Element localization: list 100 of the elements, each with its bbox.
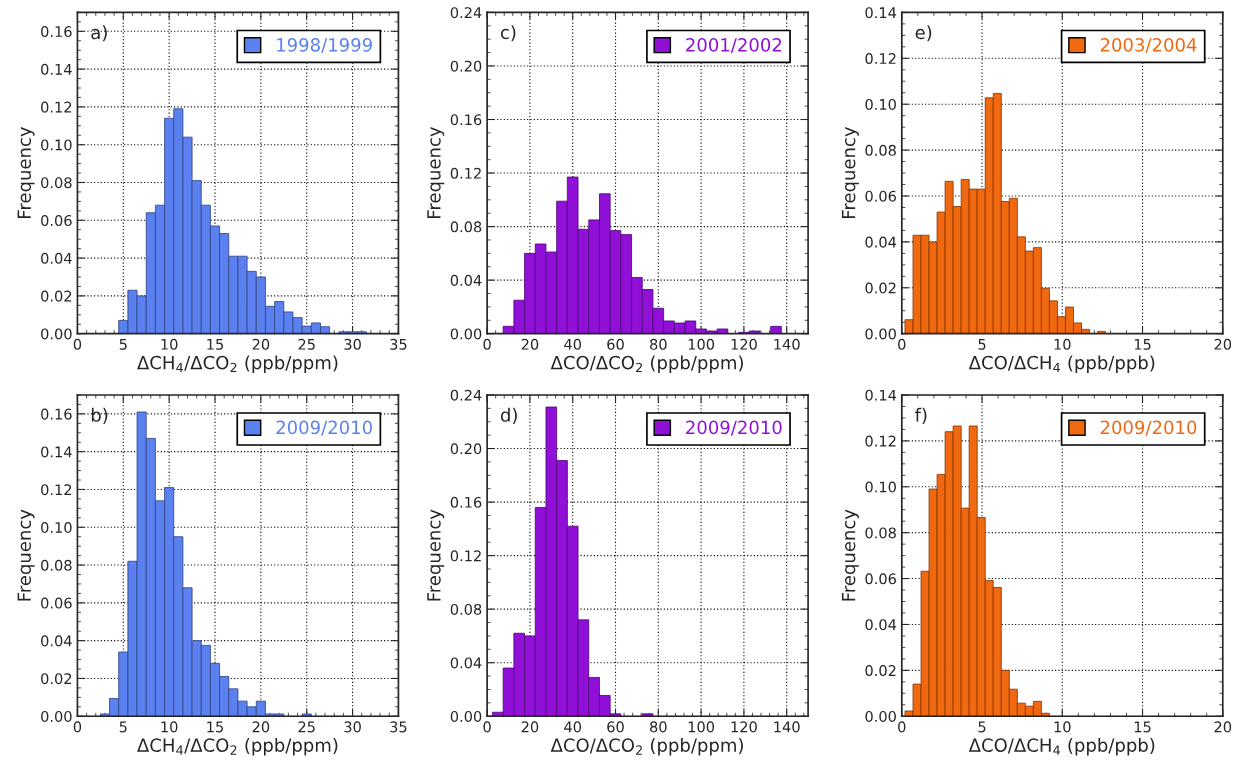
y-tick-label: 0.04 xyxy=(865,236,897,248)
y-tick-label: 0.06 xyxy=(865,573,896,585)
x-tick-label: 100 xyxy=(688,338,715,350)
x-tick-label: 5 xyxy=(978,338,986,350)
x-tick-label: 5 xyxy=(978,721,986,733)
x-tick-label: 20 xyxy=(521,721,539,733)
x-axis-title: ΔCO/ΔCH$_{4}$ (ppb/ppb) xyxy=(968,738,1155,756)
y-tick-label: 0.10 xyxy=(865,98,896,110)
x-tick-label: 0 xyxy=(898,721,906,733)
legend-label: 2009/2010 xyxy=(1100,420,1197,436)
y-tick-label: 0.00 xyxy=(450,710,482,722)
y-tick-label: 0.16 xyxy=(41,408,72,420)
y-tick-label: 0.08 xyxy=(41,559,72,571)
y-tick-label: 0.12 xyxy=(41,484,72,496)
y-tick-label: 0.02 xyxy=(865,665,896,677)
y-tick-label: 0.16 xyxy=(41,26,72,38)
x-tick-label: 5 xyxy=(119,721,127,733)
x-tick-label: 0 xyxy=(483,338,491,350)
y-tick-label: 0.12 xyxy=(865,435,896,447)
y-tick-label: 0.14 xyxy=(41,63,72,75)
y-tick-label: 0.10 xyxy=(41,139,72,151)
annotation: c) xyxy=(500,25,516,42)
x-tick-label: 40 xyxy=(564,338,582,350)
annotation: a) xyxy=(91,25,107,42)
x-axis-title: ΔCO/ΔCO$_{2}$ (ppb/ppm) xyxy=(550,738,743,756)
y-axis-title: Frequency xyxy=(17,126,35,218)
y-axis-title: Frequency xyxy=(17,509,35,601)
x-tick-label: 80 xyxy=(650,338,667,350)
y-tick-label: 0.02 xyxy=(865,282,896,294)
x-tick-label: 40 xyxy=(564,721,582,733)
legend-label: 2009/2010 xyxy=(686,420,782,436)
y-tick-label: 0.16 xyxy=(450,114,482,126)
x-tick-label: 140 xyxy=(774,338,800,350)
y-tick-label: 0.14 xyxy=(865,389,897,401)
y-tick-label: 0.02 xyxy=(41,673,72,685)
x-tick-label: 10 xyxy=(1054,338,1071,350)
x-tick-label: 25 xyxy=(298,721,315,733)
y-tick-label: 0.04 xyxy=(865,619,897,631)
y-tick-label: 0.20 xyxy=(450,443,482,455)
x-tick-label: 140 xyxy=(774,721,800,733)
y-tick-label: 0.04 xyxy=(450,274,482,286)
x-tick-label: 15 xyxy=(207,721,224,733)
y-tick-label: 0.08 xyxy=(865,144,896,156)
y-tick-label: 0.00 xyxy=(865,710,896,722)
y-axis-title: Frequency xyxy=(841,126,859,218)
y-tick-label: 0.06 xyxy=(41,215,72,227)
y-tick-label: 0.04 xyxy=(41,252,72,264)
y-tick-label: 0.10 xyxy=(865,481,896,493)
y-tick-label: 0.14 xyxy=(41,446,72,458)
x-tick-label: 15 xyxy=(1134,338,1151,350)
legend-label: 2003/2004 xyxy=(1100,38,1197,54)
x-tick-label: 10 xyxy=(1054,721,1071,733)
y-tick-label: 0.12 xyxy=(41,101,72,113)
x-tick-label: 0 xyxy=(73,338,82,350)
x-axis-title: ΔCH$_{4}$/ΔCO$_{2}$ (ppb/ppm) xyxy=(137,738,338,756)
x-tick-label: 20 xyxy=(521,338,539,350)
x-tick-label: 30 xyxy=(344,721,361,733)
y-tick-label: 0.04 xyxy=(450,657,482,669)
y-tick-label: 0.20 xyxy=(450,60,482,72)
annotation: f) xyxy=(915,407,927,424)
y-tick-label: 0.12 xyxy=(450,550,481,562)
x-tick-label: 100 xyxy=(688,721,715,733)
legend-label: 1998/1999 xyxy=(277,38,372,54)
x-tick-label: 0 xyxy=(898,338,906,350)
annotation: b) xyxy=(91,407,108,424)
y-tick-label: 0.12 xyxy=(865,53,896,65)
y-tick-label: 0.24 xyxy=(450,7,482,19)
x-tick-label: 0 xyxy=(73,721,82,733)
y-tick-label: 0.08 xyxy=(450,221,482,233)
annotation: d) xyxy=(500,407,517,424)
x-tick-label: 15 xyxy=(207,338,224,350)
x-tick-label: 0 xyxy=(483,721,491,733)
y-tick-label: 0.10 xyxy=(41,521,72,534)
x-axis-title: ΔCO/ΔCH$_{4}$ (ppb/ppb) xyxy=(968,355,1155,373)
x-axis-title: ΔCH$_{4}$/ΔCO$_{2}$ (ppb/ppm) xyxy=(137,355,338,373)
y-axis-title: Frequency xyxy=(427,126,445,218)
y-tick-label: 0.02 xyxy=(41,290,72,302)
y-tick-label: 0.00 xyxy=(41,328,72,340)
y-tick-label: 0.24 xyxy=(450,389,482,401)
y-tick-label: 0.06 xyxy=(865,190,896,202)
y-axis-title: Frequency xyxy=(841,509,859,601)
y-tick-label: 0.00 xyxy=(41,710,72,722)
x-tick-label: 20 xyxy=(252,338,270,350)
x-tick-label: 60 xyxy=(607,338,624,350)
legend-label: 2009/2010 xyxy=(276,420,372,436)
annotation: e) xyxy=(915,25,932,42)
x-tick-label: 10 xyxy=(161,721,178,733)
y-tick-label: 0.16 xyxy=(450,496,482,508)
x-tick-label: 20 xyxy=(1214,338,1232,350)
x-axis-title: ΔCO/ΔCO$_{2}$ (ppb/ppm) xyxy=(550,355,743,373)
y-tick-label: 0.08 xyxy=(450,603,482,615)
y-tick-label: 0.08 xyxy=(865,527,896,539)
y-tick-label: 0.00 xyxy=(450,328,482,340)
x-tick-label: 10 xyxy=(161,338,178,350)
y-tick-label: 0.08 xyxy=(41,177,72,189)
y-axis-title: Frequency xyxy=(427,509,445,601)
x-tick-label: 35 xyxy=(390,338,407,350)
x-tick-label: 25 xyxy=(298,338,315,350)
y-tick-label: 0.12 xyxy=(450,167,481,179)
x-tick-label: 5 xyxy=(119,338,127,350)
